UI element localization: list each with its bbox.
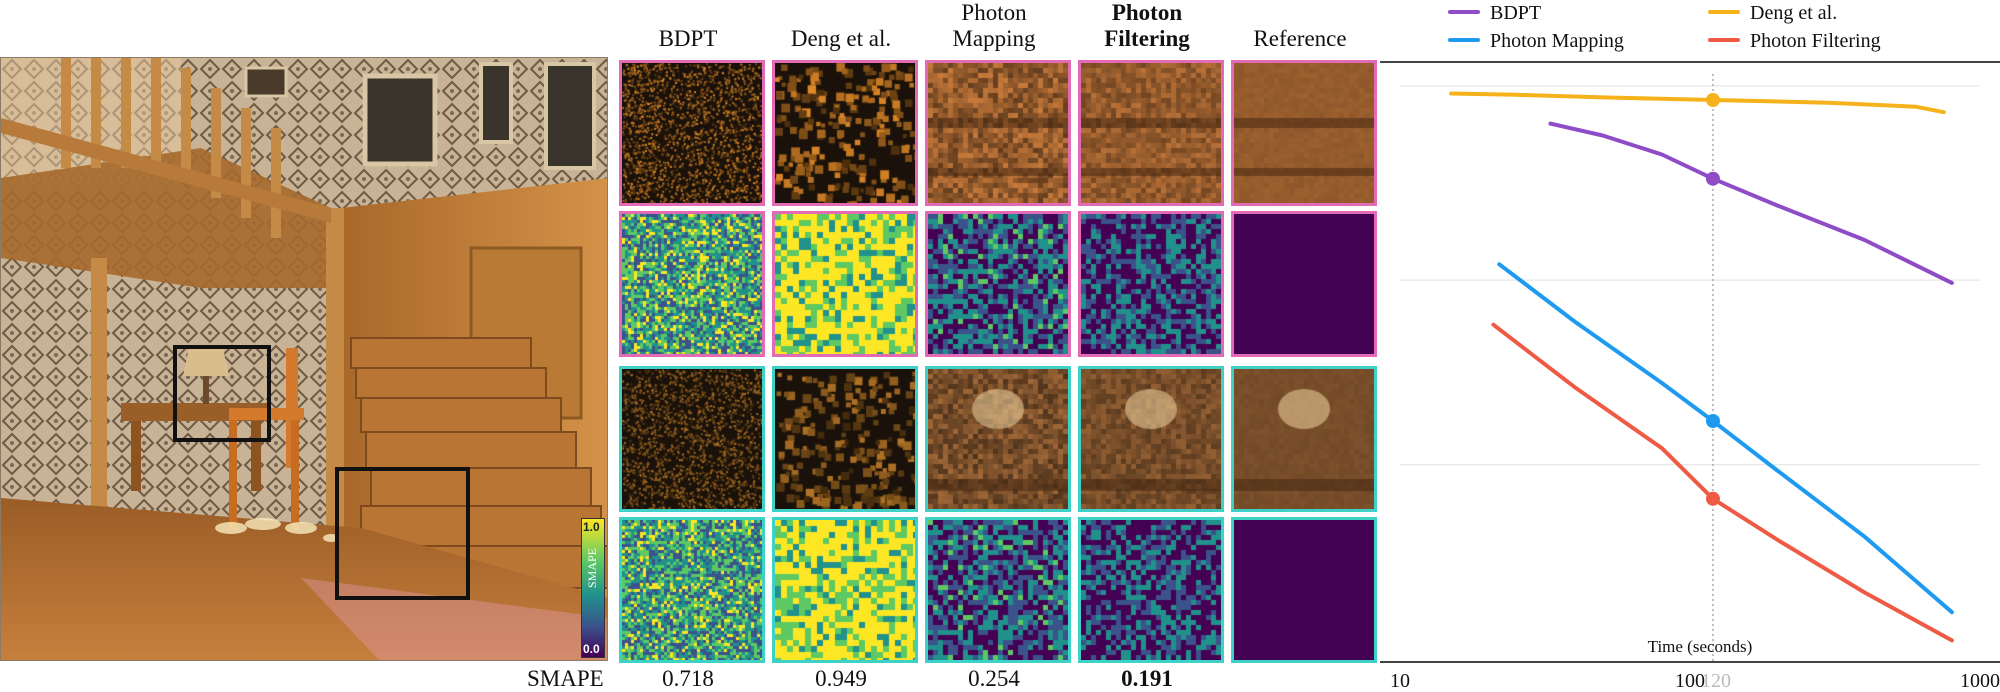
- smape-value-photon-mapping: 0.254: [968, 666, 1020, 691]
- smape-colorbar: 1.0 0.0: [581, 518, 605, 658]
- series-line-deng-et-al-: [1449, 91, 1946, 115]
- teal-inset-box: [173, 345, 271, 442]
- error-map-photon-mapping-pink: [925, 211, 1071, 357]
- crop-deng-teal: [772, 366, 918, 512]
- error-map-photon-filtering-pink: [1078, 211, 1224, 357]
- x-tick-label: 1000: [1960, 670, 2000, 690]
- series-marker-bdpt: [1705, 171, 1720, 186]
- crop-photon-filtering-pink: [1078, 60, 1224, 206]
- colorbar-min-label: 0.0: [583, 642, 600, 656]
- smape-value-deng: 0.949: [815, 666, 867, 691]
- x-axis-label: Time (seconds): [1648, 637, 1753, 656]
- colorbar-max-label: 1.0: [583, 520, 600, 534]
- error-map-bdpt-pink: [619, 211, 765, 357]
- smape-row-label: SMAPE: [527, 666, 604, 691]
- crop-deng-pink: [772, 60, 918, 206]
- error-map-deng-teal: [772, 517, 918, 663]
- colorbar-label: SMAPE: [585, 548, 599, 589]
- error-map-reference-pink: [1231, 211, 1377, 357]
- legend-label: BDPT: [1490, 2, 1541, 24]
- series-marker-photon-mapping: [1705, 413, 1720, 428]
- x-tick-label: 10: [1390, 670, 1410, 690]
- error-map-reference-teal: [1231, 517, 1377, 663]
- column-header-photon-filtering: Photon Filtering: [1104, 0, 1190, 51]
- crop-bdpt-teal: [619, 366, 765, 512]
- crop-bdpt-pink: [619, 60, 765, 206]
- legend-label: Photon Mapping: [1490, 30, 1624, 52]
- x-tick-label: 100: [1675, 670, 1705, 690]
- error-map-bdpt-teal: [619, 517, 765, 663]
- legend-label: Deng et al.: [1750, 2, 1837, 24]
- series-line-photon-mapping: [1497, 262, 1954, 615]
- staircase-render: [0, 57, 608, 661]
- column-header-bdpt: BDPT: [658, 26, 718, 51]
- error-map-photon-mapping-teal: [925, 517, 1071, 663]
- column-header-reference: Reference: [1253, 26, 1347, 51]
- crop-reference-pink: [1231, 60, 1377, 206]
- series-marker-deng-et-al-: [1705, 93, 1720, 108]
- smape-vs-time-chart: 0.10.220.461101001000120Time (seconds)SM…: [1380, 2, 2000, 690]
- column-header-deng: Deng et al.: [790, 26, 892, 51]
- pink-inset-box: [335, 467, 470, 600]
- smape-value-bdpt: 0.718: [662, 666, 714, 691]
- series-line-photon-filtering: [1491, 322, 1954, 643]
- crop-reference-teal: [1231, 366, 1377, 512]
- time-marker-label: 120: [1701, 670, 1731, 690]
- crop-photon-mapping-pink: [925, 60, 1071, 206]
- smape-value-photon-filtering: 0.191: [1121, 666, 1173, 691]
- legend-label: Photon Filtering: [1750, 30, 1881, 52]
- series-line-bdpt: [1548, 121, 1954, 285]
- crop-photon-filtering-teal: [1078, 366, 1224, 512]
- error-map-photon-filtering-teal: [1078, 517, 1224, 663]
- error-map-deng-pink: [772, 211, 918, 357]
- crop-photon-mapping-teal: [925, 366, 1071, 512]
- series-marker-photon-filtering: [1705, 491, 1720, 506]
- column-header-photon-mapping: Photon Mapping: [952, 0, 1036, 51]
